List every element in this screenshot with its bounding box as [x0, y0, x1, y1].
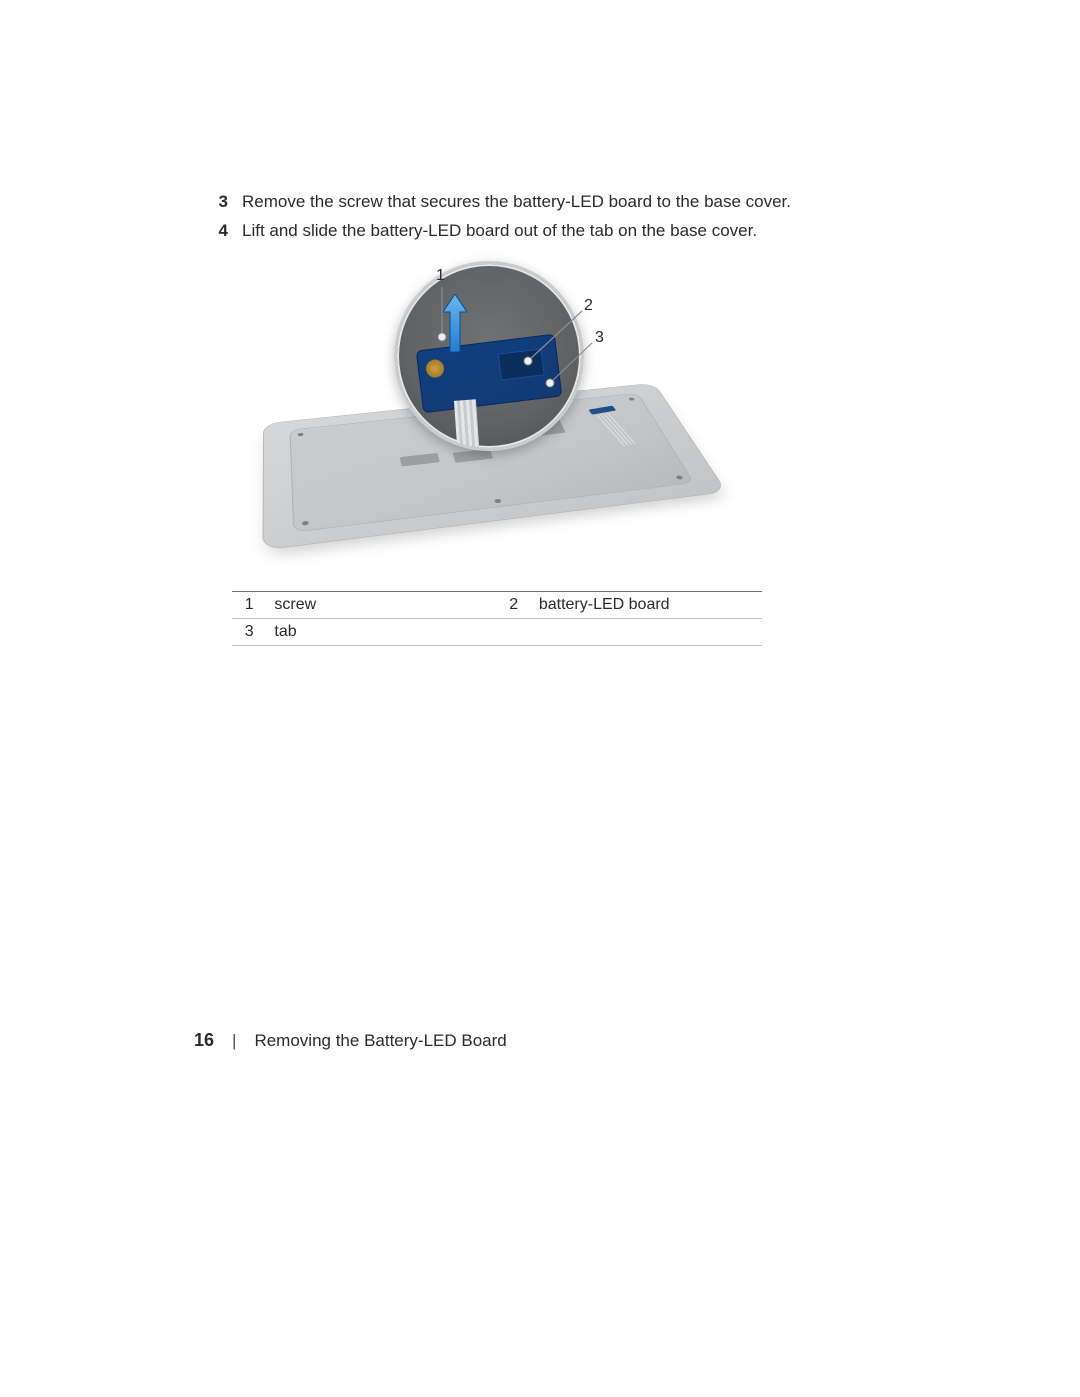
- step-number: 3: [200, 190, 242, 215]
- page-footer: 16 | Removing the Battery-LED Board: [194, 1030, 507, 1051]
- step-number: 4: [200, 219, 242, 244]
- step-list: 3 Remove the screw that secures the batt…: [200, 190, 880, 243]
- callout-legend-table: 1 screw 2 battery-LED board 3 tab: [232, 591, 762, 646]
- zoom-detail: [394, 261, 584, 451]
- manual-page: 3 Remove the screw that secures the batt…: [0, 0, 1080, 1397]
- footer-separator: |: [232, 1031, 236, 1051]
- table-row: 3 tab: [232, 619, 762, 646]
- exploded-view-figure: 1 2 3: [232, 265, 762, 575]
- procedure-step: 4 Lift and slide the battery-LED board o…: [200, 219, 880, 244]
- legend-label: screw: [270, 592, 496, 619]
- legend-number: 3: [232, 619, 270, 646]
- table-row: 1 screw 2 battery-LED board: [232, 592, 762, 619]
- figure-container: 1 2 3 1 screw 2 battery-LED board 3 tab: [232, 265, 762, 646]
- page-number: 16: [194, 1030, 214, 1051]
- legend-label: tab: [270, 619, 496, 646]
- step-text: Remove the screw that secures the batter…: [242, 190, 880, 215]
- callout-number: 1: [436, 267, 445, 285]
- zoom-circuit-board-icon: [416, 333, 562, 412]
- lift-arrow-icon: [443, 294, 467, 352]
- legend-number: 2: [496, 592, 534, 619]
- callout-number: 2: [584, 297, 593, 315]
- step-text: Lift and slide the battery-LED board out…: [242, 219, 880, 244]
- procedure-step: 3 Remove the screw that secures the batt…: [200, 190, 880, 215]
- section-title: Removing the Battery-LED Board: [254, 1031, 506, 1051]
- legend-label: battery-LED board: [535, 592, 762, 619]
- legend-number: 1: [232, 592, 270, 619]
- callout-number: 3: [595, 329, 604, 347]
- ribbon-cable-icon: [597, 413, 635, 447]
